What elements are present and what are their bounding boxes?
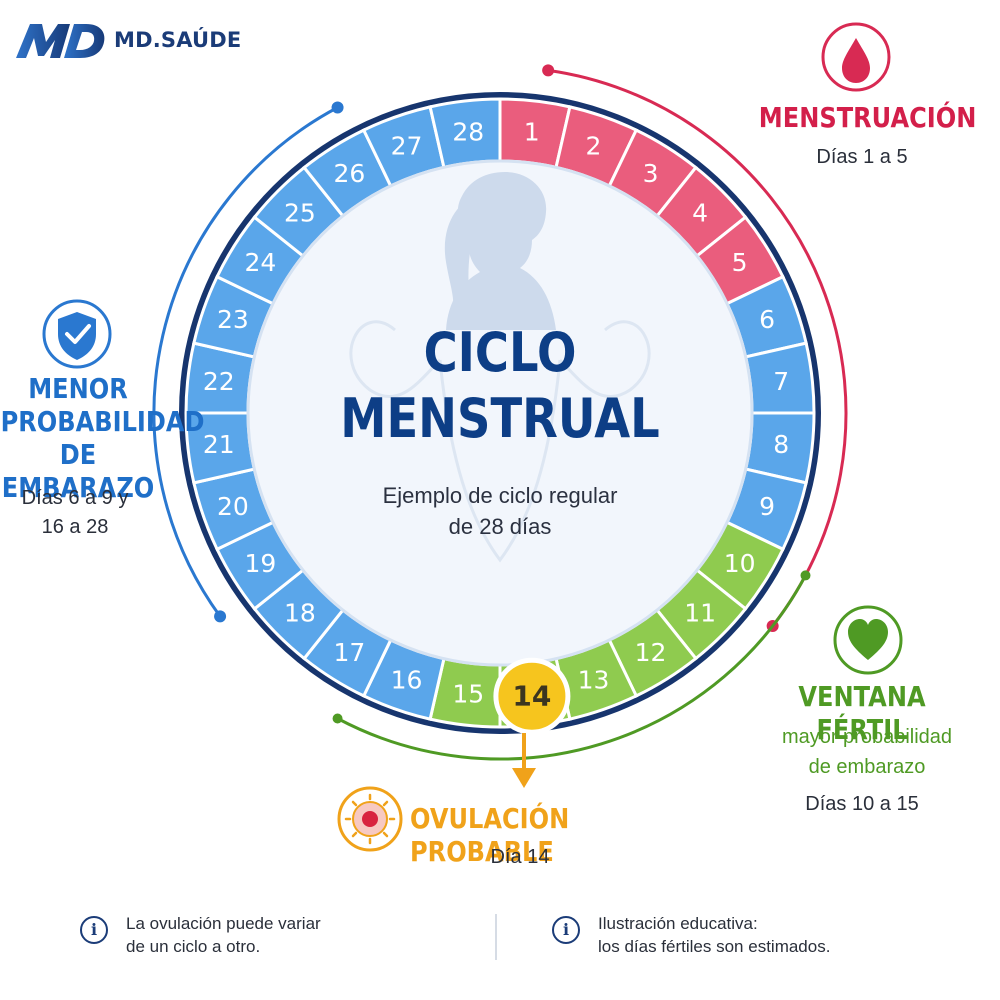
decorative-uterus-outline — [349, 320, 651, 563]
center-title-line2: MENSTRUAL — [340, 387, 660, 450]
day-label-27: 27 — [391, 131, 423, 160]
day-label-6: 6 — [759, 305, 775, 334]
note-line: Ilustración educativa: — [598, 914, 758, 933]
center-subtitle-line1: Ejemplo de ciclo regular — [382, 483, 618, 508]
menstruacion-arc-end — [542, 64, 555, 77]
fertil-arc-end — [332, 713, 343, 724]
menor-title-line1: MENOR — [28, 372, 128, 405]
menor-days-line1: Días 6 a 9 y — [21, 487, 129, 509]
day-label-13: 13 — [578, 666, 610, 695]
info-icon[interactable]: i — [552, 916, 580, 944]
day-label-12: 12 — [635, 638, 667, 667]
day-label-15: 15 — [452, 680, 484, 709]
fertil-sub-line2: de embarazo — [808, 756, 926, 778]
brand-logo[interactable]: MD.SAÚDE — [14, 18, 241, 62]
info-icon[interactable]: i — [80, 916, 108, 944]
note-line: los días fértiles son estimados. — [598, 937, 831, 956]
fertil-sub-line1: mayor probabilidad — [781, 726, 953, 748]
day-label-10: 10 — [724, 549, 756, 578]
day-label-4: 4 — [692, 198, 708, 227]
shield-check-icon — [42, 299, 112, 369]
ovulacion-days: Día 14 — [490, 846, 550, 868]
heart-icon — [833, 605, 903, 675]
note-educational: i Ilustración educativa: los días fértil… — [552, 912, 830, 958]
menor-title-line3: DE EMBARAZO — [1, 438, 155, 504]
day-label-28: 28 — [452, 117, 484, 146]
woman-silhouette-icon — [444, 172, 556, 330]
menor-arc — [152, 106, 339, 618]
day-label-9: 9 — [759, 492, 775, 521]
menor-arc-end — [214, 610, 227, 623]
inner-disk — [246, 159, 754, 667]
ovulation-day-label: 14 — [512, 680, 551, 713]
ovulation-arrow — [512, 733, 536, 788]
day-label-25: 25 — [284, 198, 316, 227]
day-label-5: 5 — [732, 248, 748, 277]
day-label-1: 1 — [524, 117, 540, 146]
day-label-19: 19 — [244, 549, 276, 578]
note-line: La ovulación puede variar — [126, 914, 321, 933]
day-label-20: 20 — [217, 492, 249, 521]
menor-title-line2: PROBABILIDAD — [0, 405, 205, 438]
center-title-line1: CICLO — [423, 321, 577, 384]
fertil-arc — [336, 574, 807, 761]
fertil-arc-end — [800, 570, 811, 581]
menstruacion-days: Días 1 a 5 — [816, 146, 908, 168]
day-label-26: 26 — [334, 159, 366, 188]
day-label-22: 22 — [203, 367, 235, 396]
blood-drop-icon — [821, 22, 891, 92]
menor-days-line2: 16 a 28 — [41, 516, 109, 538]
menstruacion-arc — [547, 68, 848, 627]
day-label-23: 23 — [217, 305, 249, 334]
day-label-8: 8 — [773, 430, 789, 459]
day-label-17: 17 — [334, 638, 366, 667]
day-label-21: 21 — [203, 430, 235, 459]
center-subtitle-line2: de 28 días — [448, 514, 552, 539]
day-label-7: 7 — [773, 367, 789, 396]
day-label-18: 18 — [284, 599, 316, 628]
day-label-24: 24 — [244, 248, 276, 277]
day-label-11: 11 — [684, 599, 716, 628]
md-logo-icon — [16, 24, 105, 58]
ovulacion-title: OVULACIÓN PROBABLE — [410, 802, 570, 868]
menor-arc-end — [331, 101, 344, 114]
ovulation-day-marker — [493, 657, 571, 735]
note-line: de un ciclo a otro. — [126, 937, 261, 956]
note-ovulation-varies: i La ovulación puede variar de un ciclo … — [80, 912, 321, 958]
day-label-2: 2 — [586, 131, 602, 160]
fertil-title: VENTANA FÉRTIL — [798, 680, 926, 746]
ovum-icon — [337, 786, 403, 852]
day-label-3: 3 — [643, 159, 659, 188]
brand-name: MD.SAÚDE — [114, 28, 242, 52]
menstruacion-title: MENSTRUACIÓN — [758, 101, 977, 134]
fertil-days: Días 10 a 15 — [805, 793, 919, 815]
day-label-16: 16 — [391, 666, 423, 695]
